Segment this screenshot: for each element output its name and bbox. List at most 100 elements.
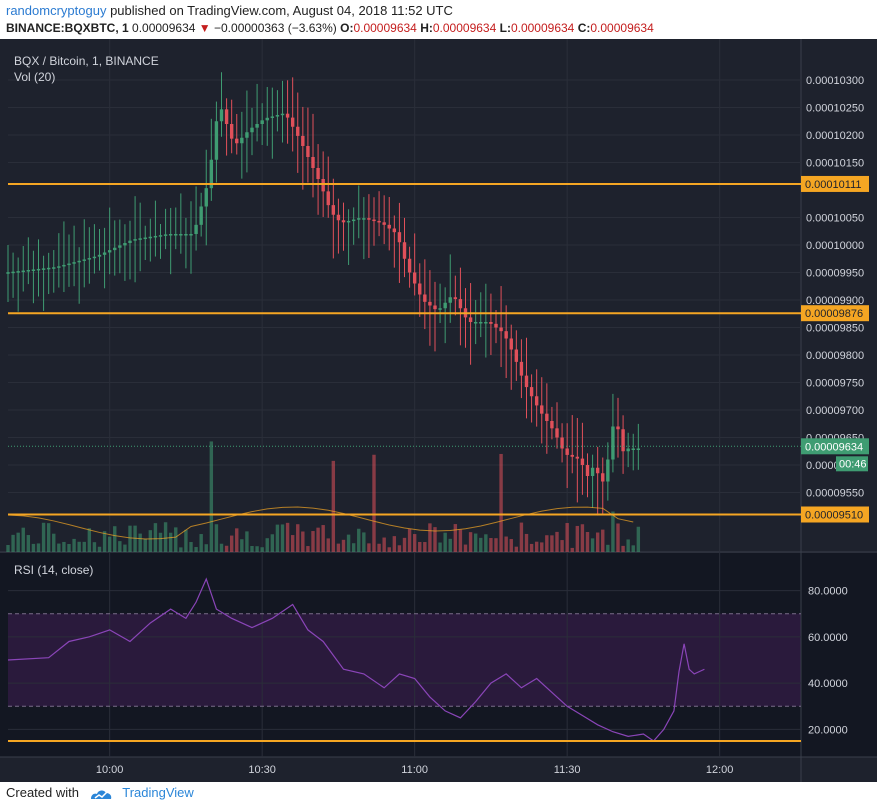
candle-body — [250, 127, 254, 133]
volume-bar — [21, 527, 25, 552]
symbol-label: BINANCE:BQXBTC, 1 — [6, 21, 129, 35]
volume-bar — [179, 547, 183, 552]
volume-bar — [113, 526, 117, 552]
candle-body — [433, 305, 437, 310]
volume-bar — [448, 538, 452, 552]
volume-bar — [621, 545, 625, 552]
countdown-tag — [836, 456, 868, 472]
candle-body — [41, 268, 46, 270]
candle-body — [214, 121, 219, 160]
volume-bar — [357, 528, 361, 552]
footer: Created with TradingView — [6, 785, 194, 801]
volume-bar — [52, 533, 56, 552]
candle-body — [362, 218, 366, 220]
volume-bar — [438, 542, 442, 552]
volume-bar — [560, 540, 564, 552]
chart-svg[interactable]: 0.00010300 0.00010250 0.00010200 0.00010150… — [0, 39, 877, 782]
candle-body — [611, 426, 615, 460]
level-price-tag — [801, 305, 869, 322]
volume-bar — [153, 523, 158, 552]
candle-body — [158, 235, 163, 237]
candle-body — [514, 349, 519, 362]
volume-bar — [36, 543, 41, 552]
rsi-tick-label: 20.0000 — [808, 724, 848, 736]
volume-bar — [67, 544, 71, 552]
volume-bar — [418, 541, 422, 552]
level-price-tag — [801, 506, 869, 523]
candle-body — [123, 243, 127, 246]
candle-body — [67, 263, 71, 266]
candle-body — [168, 234, 173, 236]
volume-bar — [428, 523, 432, 552]
candle-body — [529, 387, 534, 397]
volume-bar — [565, 523, 569, 552]
price-tick-label: 0.00009800 — [806, 350, 864, 362]
time-tick-label: 10:00 — [96, 764, 124, 776]
candle-body — [524, 375, 529, 388]
published-text: published on TradingView.com, August 04,… — [110, 3, 453, 18]
candle-body — [189, 234, 193, 236]
volume-bar — [341, 539, 346, 552]
volume-bar — [412, 534, 417, 552]
volume-bar — [285, 522, 290, 552]
time-tick-label: 11:30 — [554, 764, 581, 776]
level-price-tag — [801, 175, 869, 192]
volume-bar — [606, 544, 610, 552]
volume-bar — [199, 534, 203, 552]
author-link[interactable]: randomcryptoguy — [6, 3, 107, 18]
volume-bar — [158, 532, 163, 552]
volume-bar — [316, 527, 320, 552]
volume-bar — [41, 522, 46, 552]
volume-bar — [362, 532, 366, 552]
candle-body — [377, 220, 381, 223]
created-with-text: Created with — [6, 785, 79, 800]
candle-body — [102, 252, 107, 255]
candle-body — [113, 247, 117, 251]
candle-body — [97, 254, 102, 257]
candle-body — [52, 267, 56, 269]
candle-body — [336, 214, 341, 221]
tradingview-logo-icon — [90, 790, 111, 799]
volume-bar — [458, 529, 463, 552]
volume-bar — [387, 547, 391, 552]
volume-bar — [351, 543, 356, 552]
volume-bar — [631, 545, 635, 552]
volume-bar — [219, 543, 224, 552]
candle-body — [92, 256, 97, 259]
volume-bar — [107, 536, 112, 552]
chart-area[interactable]: 0.00010300 0.00010250 0.00010200 0.00010150… — [0, 39, 877, 782]
volume-bar — [575, 525, 580, 552]
price-tick-label: 0.00010150 — [806, 158, 864, 170]
candle-body — [346, 220, 351, 223]
candle-body — [235, 138, 239, 144]
volume-bar — [402, 537, 407, 552]
candle-body — [301, 135, 305, 146]
volume-bar — [168, 532, 173, 552]
rsi-tick-label: 80.0000 — [808, 586, 848, 598]
volume-bar — [240, 539, 244, 552]
candle-body — [621, 429, 625, 452]
price-tick-label: 0.00009950 — [806, 268, 864, 280]
candle-body — [163, 234, 168, 236]
rsi-band-fill — [8, 613, 801, 707]
candle-body — [631, 448, 635, 450]
volume-bar — [590, 538, 595, 552]
rsi-tick-label: 60.0000 — [808, 632, 848, 644]
volume-bar — [46, 523, 51, 552]
volume-bar — [204, 544, 208, 552]
candle-body — [260, 120, 264, 124]
price-tick-label: 0.00009550 — [806, 488, 864, 500]
close-value: 0.00009634 — [590, 21, 654, 35]
candle-body — [387, 224, 391, 229]
candle-body — [46, 267, 51, 270]
candle-body — [636, 448, 641, 450]
tradingview-link[interactable]: TradingView — [122, 785, 194, 800]
volume-bar — [209, 441, 214, 552]
volume-bar — [336, 543, 341, 552]
volume-bar — [407, 529, 412, 552]
candle-body — [16, 271, 20, 273]
open-value: 0.00009634 — [353, 21, 417, 35]
volume-bar — [499, 453, 503, 552]
volume-bar — [189, 542, 193, 552]
candle-body — [331, 205, 336, 215]
